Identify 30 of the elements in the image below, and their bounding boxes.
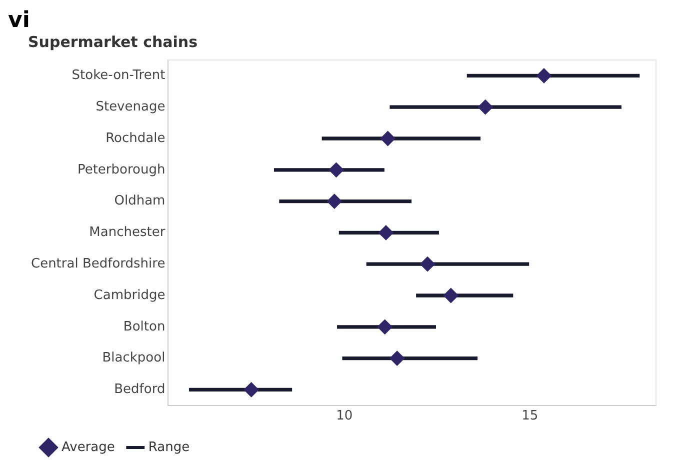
legend-label: Average bbox=[62, 440, 115, 455]
x-tick-label: 15 bbox=[522, 408, 538, 424]
bar bbox=[390, 105, 622, 109]
y-tick-label: Stoke-on-Trent bbox=[72, 68, 166, 84]
point bbox=[478, 100, 493, 115]
point bbox=[443, 288, 458, 303]
point bbox=[328, 162, 344, 178]
y-tick-label: Cambridge bbox=[94, 288, 166, 303]
y-tick-label: Rochdale bbox=[106, 130, 166, 146]
point bbox=[536, 68, 552, 84]
y-tick-label: Peterborough bbox=[77, 162, 166, 178]
y-tick-label: Manchester bbox=[89, 225, 166, 240]
point bbox=[326, 194, 342, 209]
y-tick-label: Stevenage bbox=[96, 99, 166, 114]
y-tick-label: Bedford bbox=[114, 382, 166, 398]
y-tick-label: Central Bedfordshire bbox=[30, 256, 166, 272]
chart-title: Supermarket chains bbox=[28, 32, 198, 51]
point bbox=[377, 319, 392, 334]
y-tick-label: Bolton bbox=[123, 319, 166, 334]
legend-label: Range bbox=[148, 440, 190, 455]
point bbox=[244, 382, 259, 398]
point bbox=[390, 350, 405, 366]
bar bbox=[322, 136, 481, 140]
point bbox=[420, 256, 435, 272]
y-tick-label: Blackpool bbox=[102, 350, 166, 366]
x-tick-label: 10 bbox=[336, 408, 353, 424]
point bbox=[380, 131, 396, 146]
y-tick-label: Oldham bbox=[114, 194, 166, 209]
text: vi bbox=[8, 8, 30, 33]
point bbox=[378, 225, 394, 240]
